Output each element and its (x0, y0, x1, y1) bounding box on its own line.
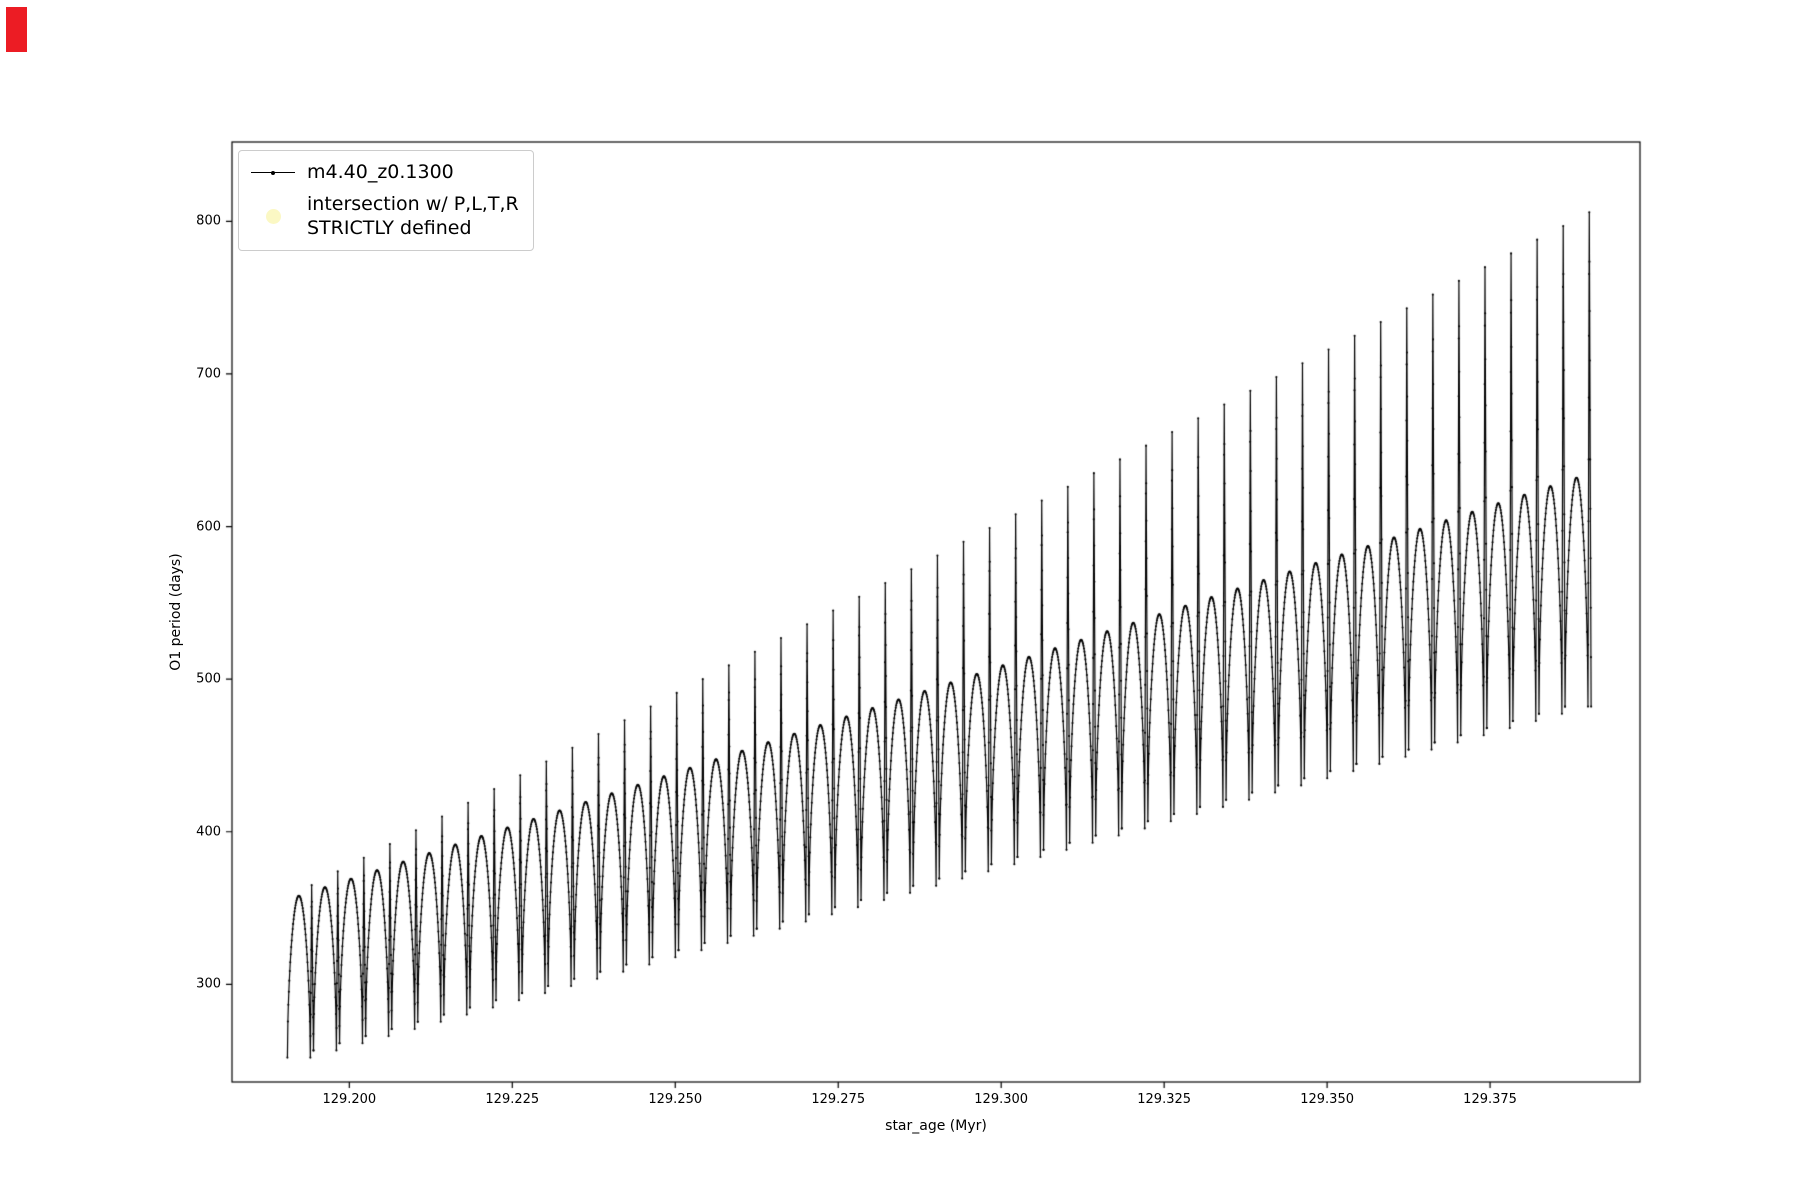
screen-corner-marker (6, 7, 27, 52)
legend-label-series: m4.40_z0.1300 (307, 161, 454, 183)
legend-label-intersection: intersection w/ P,L,T,R STRICTLY defined (307, 192, 519, 239)
x-tick-label: 129.325 (1137, 1092, 1192, 1107)
x-tick-label: 129.375 (1463, 1092, 1517, 1107)
line-dot-marker-icon (251, 171, 295, 176)
x-axis-label: star_age (Myr) (885, 1118, 987, 1134)
x-tick-label: 129.350 (1300, 1092, 1354, 1107)
legend-entry-intersection: intersection w/ P,L,T,R STRICTLY defined (251, 193, 519, 241)
y-axis-label: O1 period (days) (168, 553, 184, 671)
y-tick-label: 600 (196, 519, 221, 535)
y-tick-label: 400 (196, 824, 221, 840)
x-tick-label: 129.225 (485, 1092, 540, 1107)
circle-marker-icon (251, 209, 295, 224)
y-tick-label: 700 (196, 366, 221, 382)
x-tick-label: 129.300 (974, 1092, 1029, 1107)
y-tick-label: 300 (196, 976, 221, 992)
y-tick-label: 800 (196, 213, 221, 229)
legend: m4.40_z0.1300 intersection w/ P,L,T,R ST… (238, 150, 534, 252)
x-tick-label: 129.250 (648, 1092, 703, 1107)
x-tick-label: 129.200 (322, 1092, 377, 1107)
x-tick-label: 129.275 (811, 1092, 866, 1107)
y-tick-label: 500 (196, 671, 221, 687)
legend-entry-series: m4.40_z0.1300 (251, 161, 519, 185)
